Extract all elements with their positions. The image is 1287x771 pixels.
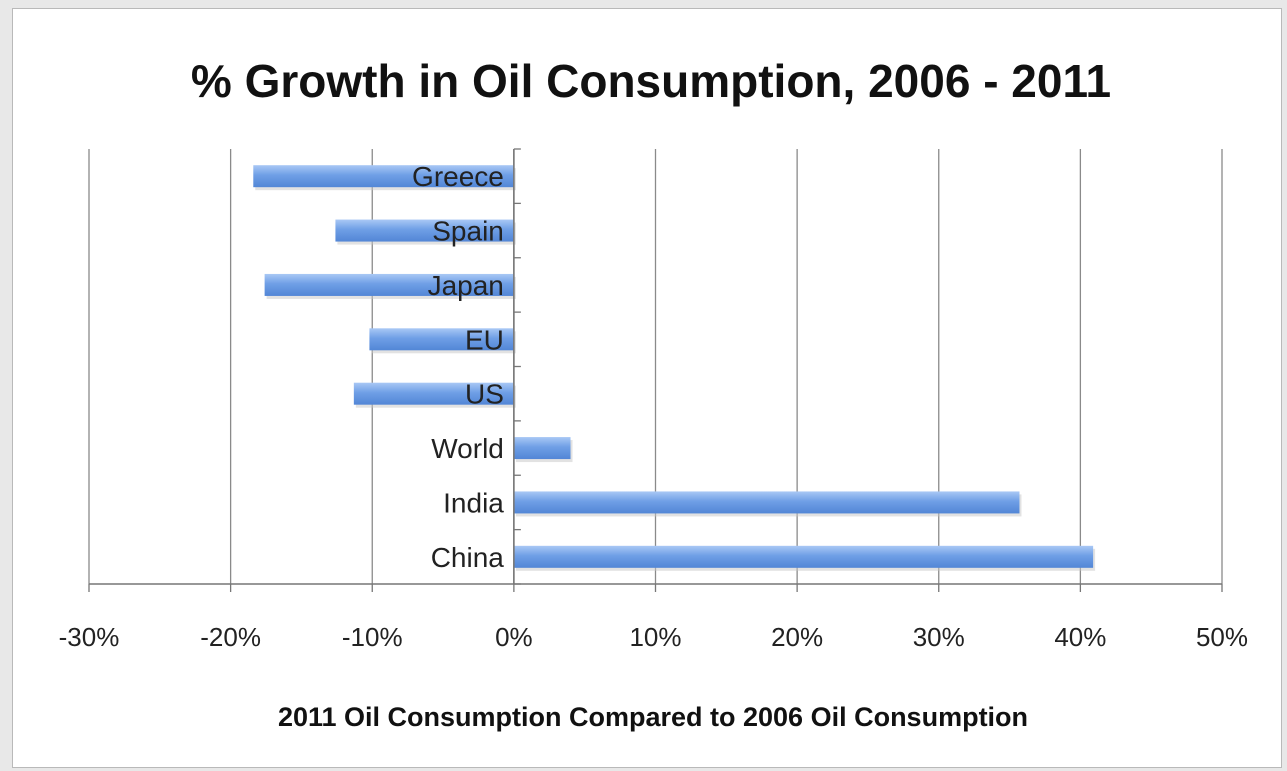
x-tick-label: -30% xyxy=(59,622,120,652)
x-tick-label: 20% xyxy=(771,622,823,652)
bar-spain xyxy=(335,219,514,242)
x-axis-title: 2011 Oil Consumption Compared to 2006 Oi… xyxy=(278,702,1028,732)
chart-frame: % Growth in Oil Consumption, 2006 - 2011… xyxy=(12,8,1282,768)
x-tick-label: 30% xyxy=(913,622,965,652)
bar-us xyxy=(353,382,514,405)
category-label: Spain xyxy=(432,216,504,247)
x-tick-label: 40% xyxy=(1054,622,1106,652)
chart-title: % Growth in Oil Consumption, 2006 - 2011 xyxy=(191,55,1111,107)
category-label: Japan xyxy=(428,270,504,301)
bar-chart: % Growth in Oil Consumption, 2006 - 2011… xyxy=(59,55,1248,732)
bars xyxy=(253,165,1096,571)
category-label: Greece xyxy=(412,161,504,192)
tick-labels: -30% -20% -10% 0% 10% 20% 30% 40% 50% xyxy=(59,622,1248,652)
x-tick-label: 10% xyxy=(629,622,681,652)
category-label: EU xyxy=(465,324,504,355)
bar-world xyxy=(513,437,571,460)
bar-india xyxy=(513,491,1020,514)
x-tick-label: -10% xyxy=(342,622,403,652)
axes xyxy=(88,148,1223,592)
category-label: India xyxy=(443,487,504,518)
bar-china xyxy=(513,545,1094,568)
x-tick-label: -20% xyxy=(200,622,261,652)
category-label: US xyxy=(465,379,504,410)
bar-japan xyxy=(264,273,514,296)
bar-greece xyxy=(253,165,514,188)
x-tick-label: 50% xyxy=(1196,622,1248,652)
category-label: China xyxy=(431,542,505,573)
bar-eu xyxy=(369,328,514,351)
gridlines xyxy=(88,149,1223,584)
category-labels: Greece Spain Japan EU US World India China xyxy=(412,161,504,573)
x-tick-label: 0% xyxy=(495,622,533,652)
category-label: World xyxy=(431,433,504,464)
